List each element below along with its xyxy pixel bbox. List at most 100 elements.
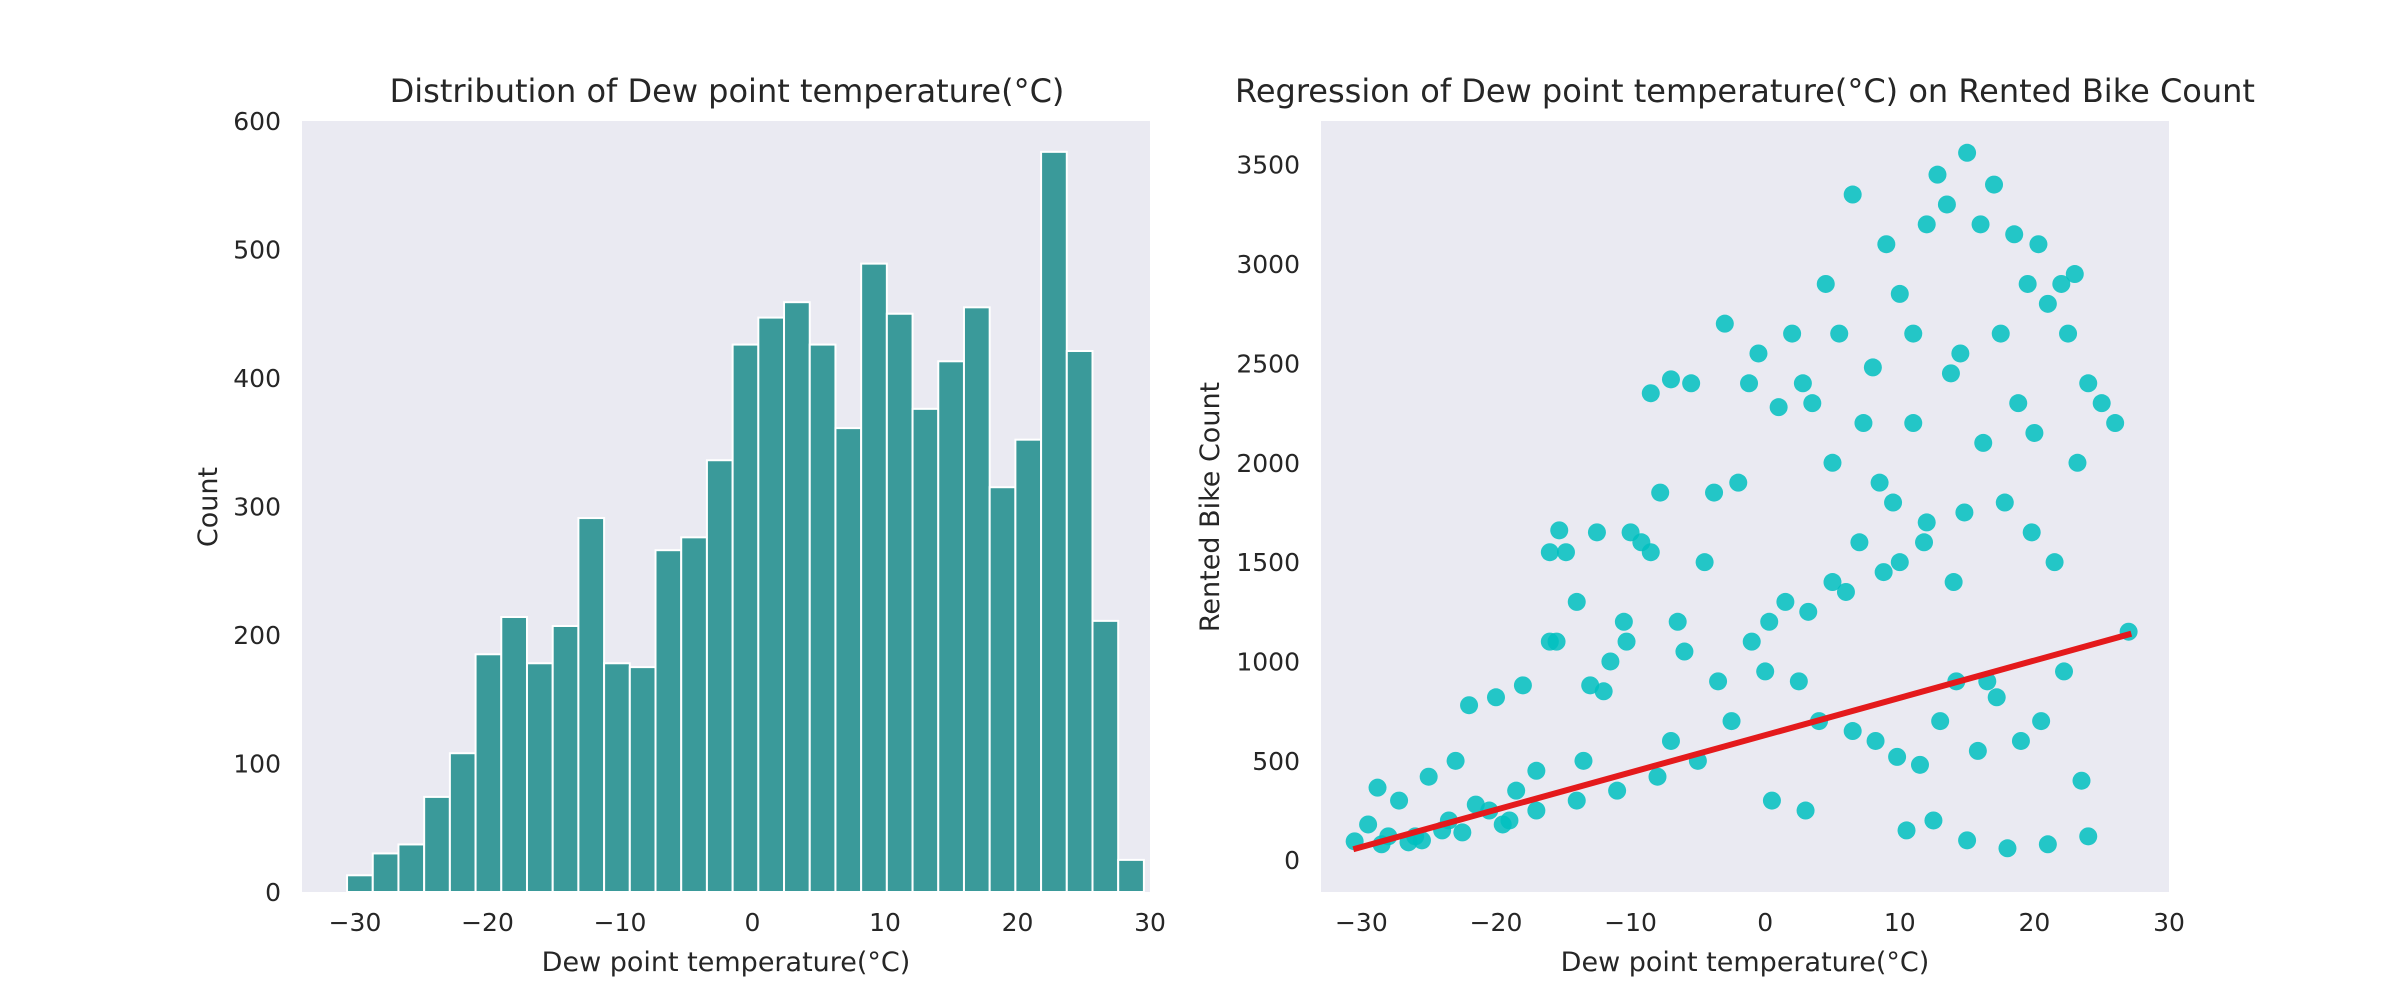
scatter-point: [1776, 592, 1795, 611]
histogram-bar: [1117, 858, 1145, 893]
regression-y-tick-label: 2000: [1236, 449, 1300, 478]
histogram-bar: [1040, 150, 1068, 893]
histogram-bar: [448, 752, 477, 893]
scatter-point: [1888, 747, 1907, 766]
histogram-x-tick-label: 20: [1002, 908, 1034, 937]
scatter-point: [1863, 358, 1882, 377]
scatter-point: [1661, 731, 1680, 750]
scatter-point: [1850, 533, 1869, 552]
scatter-point: [1390, 791, 1409, 810]
scatter-point: [2079, 374, 2098, 393]
scatter-point: [1783, 324, 1802, 343]
histogram-bar: [937, 360, 965, 894]
histogram-y-ticks: 0 100 200 300 400 500 600: [233, 107, 281, 907]
scatter-point: [2055, 662, 2074, 681]
histogram-bar: [705, 459, 734, 893]
scatter-point: [1493, 815, 1512, 834]
histogram-bar: [808, 343, 837, 893]
scatter-point: [1944, 573, 1963, 592]
scatter-point: [1904, 324, 1923, 343]
histogram-bar: [860, 262, 888, 893]
scatter-point: [1661, 370, 1680, 389]
scatter-point: [2032, 712, 2051, 731]
scatter-point: [1915, 533, 1934, 552]
histogram-bar: [654, 549, 683, 893]
scatter-point: [1641, 384, 1660, 403]
regression-y-tick-label: 2500: [1236, 349, 1300, 378]
scatter-point: [1998, 839, 2017, 858]
scatter-point: [1601, 652, 1620, 671]
scatter-point: [1513, 676, 1532, 695]
scatter-point: [1951, 344, 1970, 363]
scatter-point: [1958, 831, 1977, 850]
scatter-point: [1756, 662, 1775, 681]
scatter-point: [1985, 175, 2004, 194]
scatter-point: [1890, 284, 1909, 303]
scatter-point: [1617, 632, 1636, 651]
scatter-point: [1729, 473, 1748, 492]
scatter-point: [1668, 612, 1687, 631]
scatter-point: [1877, 235, 1896, 254]
histogram-bar: [680, 536, 708, 894]
scatter-point: [1937, 195, 1956, 214]
histogram-x-axis-label: Dew point temperature(°C): [542, 947, 911, 978]
scatter-point: [1931, 712, 1950, 731]
histogram-bar: [1065, 350, 1094, 893]
scatter-point: [1971, 215, 1990, 234]
scatter-point: [1682, 374, 1701, 393]
regression-y-tick-label: 500: [1252, 747, 1300, 776]
scatter-point: [2025, 423, 2044, 442]
scatter-point: [1742, 632, 1761, 651]
regression-x-tick-label: 0: [1757, 908, 1773, 937]
scatter-point: [1453, 823, 1472, 842]
scatter-point: [2079, 827, 2098, 846]
scatter-point: [1789, 672, 1808, 691]
scatter-point: [1556, 543, 1575, 562]
scatter-point: [1695, 553, 1714, 572]
histogram-y-tick-label: 300: [233, 493, 281, 522]
scatter-point: [2068, 453, 2087, 472]
scatter-point: [2038, 294, 2057, 313]
scatter-point: [1917, 215, 1936, 234]
scatter-point: [1608, 781, 1627, 800]
histogram-y-tick-label: 100: [233, 750, 281, 779]
histogram-x-ticks: −30 −20 −10 0 10 20 30: [329, 908, 1166, 937]
histogram-bar: [1091, 619, 1120, 893]
histogram-bar: [397, 843, 426, 894]
scatter-point: [1799, 602, 1818, 621]
regression-y-axis-label: Rented Bike Count: [1195, 382, 1226, 632]
scatter-point: [1955, 503, 1974, 522]
scatter-point: [2045, 553, 2064, 572]
histogram-bar: [1014, 438, 1043, 893]
regression-line: [1352, 630, 2133, 853]
scatter-point: [1823, 453, 1842, 472]
scatter-point: [1924, 811, 1943, 830]
scatter-point: [1486, 688, 1505, 707]
histogram-x-tick-label: 30: [1134, 908, 1166, 937]
regression-y-tick-label: 3000: [1236, 250, 1300, 279]
scatter-point: [1995, 493, 2014, 512]
scatter-point: [1843, 185, 1862, 204]
scatter-point: [1941, 364, 1960, 383]
histogram-bar: [783, 301, 811, 893]
scatter-point: [1507, 781, 1526, 800]
histogram-bar: [988, 486, 1017, 893]
histogram-panel: Distribution of Dew point temperature(°C…: [193, 72, 1166, 978]
histogram-bar: [911, 407, 940, 893]
regression-title: Regression of Dew point temperature(°C) …: [1235, 72, 2255, 110]
histogram-bar: [603, 662, 631, 894]
scatter-point: [2038, 835, 2057, 854]
scatter-point: [1836, 582, 1855, 601]
scatter-point: [1567, 791, 1586, 810]
histogram-bar: [577, 517, 606, 893]
regression-x-tick-label: −30: [1335, 908, 1388, 937]
scatter-point: [2106, 414, 2125, 433]
scatter-point: [1874, 563, 1893, 582]
histogram-bar: [346, 874, 374, 893]
regression-panel: Regression of Dew point temperature(°C) …: [1195, 72, 2255, 978]
regression-x-tick-label: 10: [1884, 908, 1916, 937]
scatter-point: [1917, 513, 1936, 532]
scatter-point: [1762, 791, 1781, 810]
regression-y-tick-label: 1500: [1236, 548, 1300, 577]
histogram-bar: [551, 625, 580, 893]
